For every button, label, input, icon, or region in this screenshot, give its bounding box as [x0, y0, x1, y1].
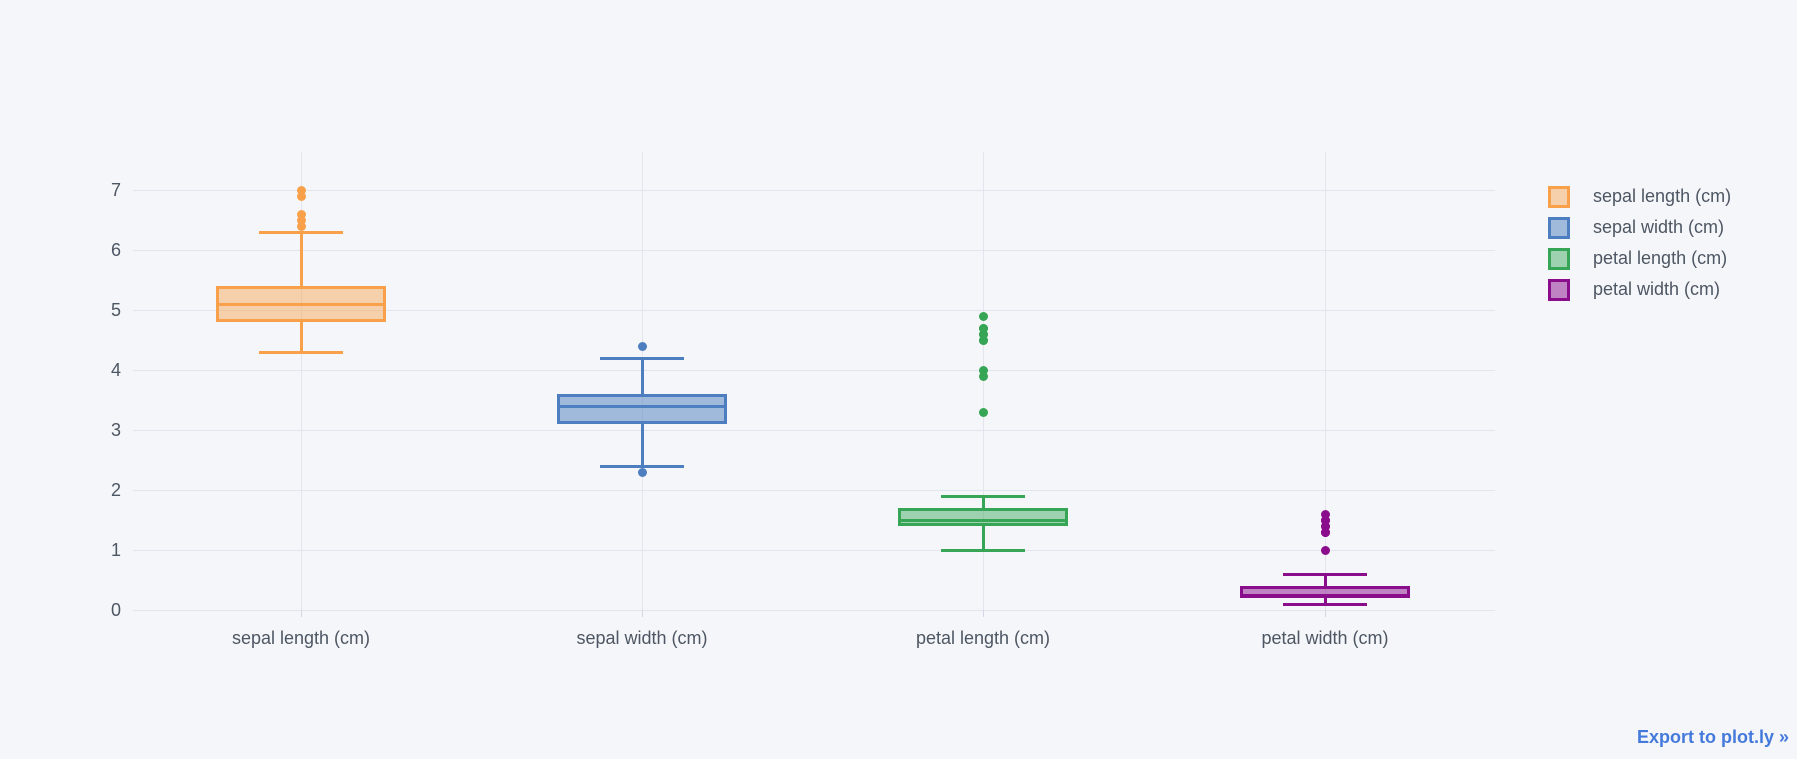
y-tick-label: 3: [110, 420, 121, 440]
outlier-point[interactable]: [978, 311, 988, 321]
y-tick-label: 6: [110, 240, 121, 260]
x-gridline: [983, 152, 984, 610]
outlier-point[interactable]: [978, 407, 988, 417]
y-tick-label: 4: [110, 360, 121, 380]
x-tick-label: sepal length (cm): [231, 628, 371, 648]
lower-whisker-cap: [259, 350, 343, 354]
upper-whisker-line: [640, 358, 644, 394]
x-gridline: [301, 152, 302, 610]
outlier-point[interactable]: [296, 191, 306, 201]
y-gridline: [133, 309, 1495, 311]
outlier-point[interactable]: [637, 467, 647, 477]
upper-whisker-line: [299, 232, 303, 286]
outlier-point[interactable]: [978, 365, 988, 375]
legend-swatch-icon: [1548, 247, 1570, 270]
upper-whisker-cap: [259, 230, 343, 234]
median-line: [557, 404, 727, 408]
outlier-point[interactable]: [637, 341, 647, 351]
lower-whisker-line: [981, 526, 985, 550]
lower-whisker-line: [1323, 598, 1327, 604]
outlier-point[interactable]: [1320, 515, 1330, 525]
upper-whisker-cap: [1283, 572, 1367, 576]
legend: sepal length (cm) sepal width (cm) petal l…: [1548, 181, 1731, 305]
x-tick-label: petal width (cm): [1261, 628, 1389, 648]
outlier-point[interactable]: [1320, 545, 1330, 555]
legend-item-label: sepal length (cm): [1593, 186, 1732, 206]
y-tick-label: 5: [110, 300, 121, 320]
outlier-point[interactable]: [978, 323, 988, 333]
x-tick-label: sepal width (cm): [576, 628, 708, 648]
outlier-point[interactable]: [296, 185, 306, 195]
x-tick-mark: [301, 610, 302, 617]
outlier-point[interactable]: [978, 329, 988, 339]
lower-whisker-cap: [600, 464, 684, 468]
legend-swatch-icon: [1548, 185, 1570, 208]
legend-swatch-icon: [1548, 278, 1570, 301]
outlier-point[interactable]: [1320, 509, 1330, 519]
outlier-point[interactable]: [1320, 527, 1330, 537]
lower-whisker-line: [299, 322, 303, 352]
x-tick-mark: [642, 610, 643, 617]
y-gridline: [133, 369, 1495, 371]
legend-item[interactable]: petal width (cm): [1548, 274, 1731, 305]
y-gridline: [133, 609, 1495, 611]
y-gridline: [133, 489, 1495, 491]
lower-whisker-cap: [941, 548, 1025, 552]
outlier-point[interactable]: [1320, 521, 1330, 531]
y-gridline: [133, 429, 1495, 431]
y-gridline: [133, 249, 1495, 251]
x-gridline: [1325, 152, 1326, 610]
legend-item[interactable]: sepal length (cm): [1548, 181, 1731, 212]
x-tick-label: petal length (cm): [915, 628, 1051, 648]
outlier-point[interactable]: [296, 209, 306, 219]
median-line: [898, 518, 1068, 522]
lower-whisker-cap: [1283, 602, 1367, 606]
x-tick-mark: [1325, 610, 1326, 617]
export-to-plotly-link[interactable]: Export to plot.ly »: [1636, 727, 1789, 747]
outlier-point[interactable]: [978, 371, 988, 381]
box-iqr[interactable]: [898, 508, 1068, 526]
y-gridline: [133, 549, 1495, 551]
y-tick-label: 2: [110, 480, 121, 500]
x-tick-mark: [983, 610, 984, 617]
legend-item-label: petal length (cm): [1593, 248, 1728, 268]
outlier-point[interactable]: [296, 215, 306, 225]
outlier-point[interactable]: [296, 221, 306, 231]
y-tick-label: 7: [110, 180, 121, 200]
upper-whisker-cap: [941, 494, 1025, 498]
lower-whisker-line: [640, 424, 644, 466]
legend-item-label: sepal width (cm): [1593, 217, 1725, 237]
upper-whisker-cap: [600, 356, 684, 360]
median-line: [216, 302, 386, 306]
legend-item[interactable]: sepal width (cm): [1548, 212, 1731, 243]
legend-item[interactable]: petal length (cm): [1548, 243, 1731, 274]
y-tick-label: 1: [110, 540, 121, 560]
legend-swatch-icon: [1548, 216, 1570, 239]
outlier-point[interactable]: [978, 335, 988, 345]
upper-whisker-line: [1323, 574, 1327, 586]
median-line: [1240, 593, 1410, 597]
y-gridline: [133, 189, 1495, 191]
y-tick-label: 0: [110, 600, 121, 620]
legend-item-label: petal width (cm): [1593, 279, 1721, 299]
box-iqr[interactable]: [557, 394, 727, 424]
upper-whisker-line: [981, 496, 985, 508]
